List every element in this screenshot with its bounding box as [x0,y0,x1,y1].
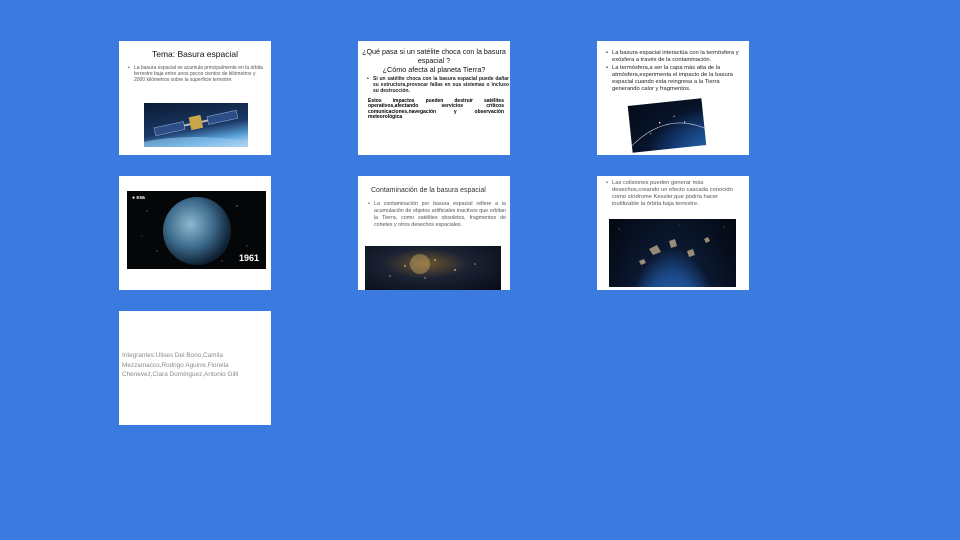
orbit-debris-image [627,98,707,153]
slide-paragraph: Estos impactos pueden destruir satélites… [368,97,504,121]
slide-thumbnail-5[interactable]: Contaminación de la basura espacial La c… [358,176,510,290]
slide-title: Tema: Basura espacial [152,49,238,59]
year-label: 1961 [238,253,259,263]
slide-thumbnail-6[interactable]: Las colisiones pueden generar más desech… [597,176,749,290]
slide-thumbnail-3[interactable]: La basura espacial interactúa con la ter… [597,41,749,155]
slide-thumbnail-4[interactable]: ● esa 1961 [119,176,271,290]
slide-bullet: La contaminación por basura espacial ref… [368,201,506,229]
slide-bullet: La termósfera,a ser la capa más alta de … [606,65,748,93]
earth-video-image: ● esa 1961 [127,191,266,269]
slide-title: Contaminación de la basura espacial [371,187,486,194]
kessler-debris-image [609,219,736,287]
slide-thumbnail-2[interactable]: ¿Qué pasa si un satélite choca con la ba… [358,41,510,155]
slide-bullet: Las colisiones pueden generar más desech… [606,180,742,208]
slide-title: ¿Qué pasa si un satélite choca con la ba… [362,47,506,74]
team-members-text: Integrantes:Ulises Del Bono,Camila Mezza… [122,352,239,378]
debris-field-image [365,246,501,290]
slide-bullet: La basura espacial se acumula principalm… [128,65,266,84]
slide-thumbnail-7[interactable]: Integrantes:Ulises Del Bono,Camila Mezza… [119,311,271,425]
slide-bullet: Si un satélite choca con la basura espac… [367,76,509,95]
slide-bullet: La basura espacial interactúa con la ter… [606,50,748,64]
esa-logo: ● esa [132,195,145,201]
slide-thumbnail-1[interactable]: Tema: Basura espacial La basura espacial… [119,41,271,155]
satellite-image [144,103,248,147]
